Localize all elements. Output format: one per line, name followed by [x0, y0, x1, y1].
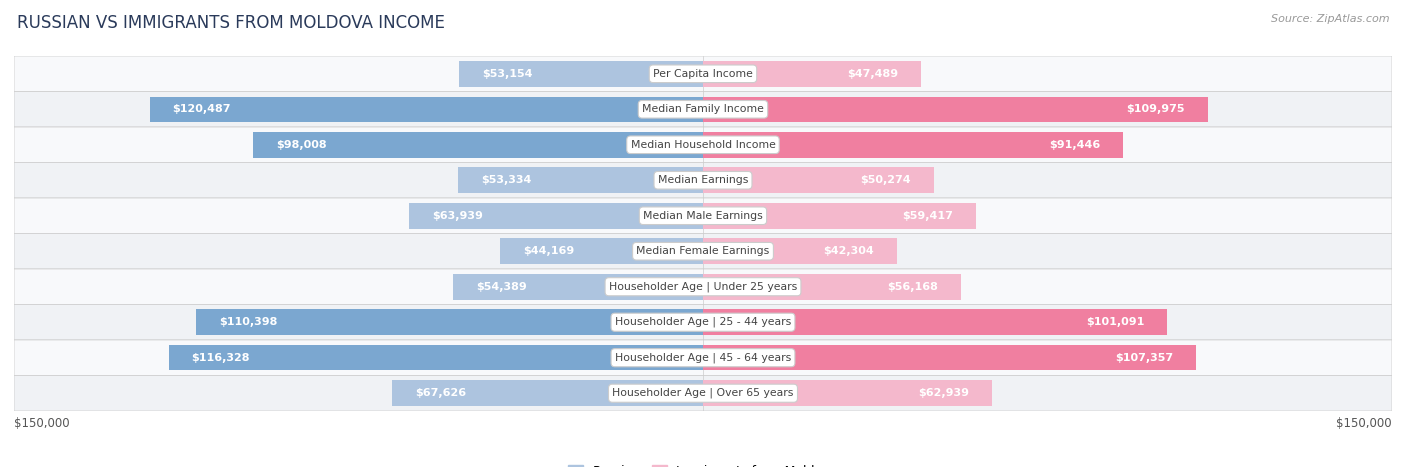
Text: Householder Age | Over 65 years: Householder Age | Over 65 years	[612, 388, 794, 398]
Text: $44,169: $44,169	[523, 246, 574, 256]
Bar	[703, 97, 1208, 122]
Bar	[253, 132, 703, 157]
Text: $150,000: $150,000	[1336, 417, 1392, 430]
Bar	[703, 239, 897, 264]
Text: $116,328: $116,328	[191, 353, 250, 363]
Text: $150,000: $150,000	[14, 417, 70, 430]
Bar	[392, 381, 703, 406]
FancyBboxPatch shape	[14, 340, 1392, 375]
Text: $109,975: $109,975	[1126, 104, 1185, 114]
Bar	[453, 274, 703, 299]
Text: $54,389: $54,389	[477, 282, 527, 292]
FancyBboxPatch shape	[14, 198, 1392, 234]
FancyBboxPatch shape	[14, 127, 1392, 163]
Bar	[703, 345, 1197, 370]
Text: $42,304: $42,304	[824, 246, 875, 256]
Text: Householder Age | 25 - 44 years: Householder Age | 25 - 44 years	[614, 317, 792, 327]
Text: $59,417: $59,417	[903, 211, 953, 221]
Text: $53,334: $53,334	[481, 175, 531, 185]
FancyBboxPatch shape	[14, 375, 1392, 411]
Text: Householder Age | Under 25 years: Householder Age | Under 25 years	[609, 282, 797, 292]
Text: $67,626: $67,626	[415, 388, 467, 398]
Text: Householder Age | 45 - 64 years: Householder Age | 45 - 64 years	[614, 353, 792, 363]
FancyBboxPatch shape	[14, 304, 1392, 340]
Bar	[703, 381, 993, 406]
FancyBboxPatch shape	[14, 163, 1392, 198]
Legend: Russian, Immigrants from Moldova: Russian, Immigrants from Moldova	[564, 460, 842, 467]
Bar	[501, 239, 703, 264]
Text: Median Family Income: Median Family Income	[643, 104, 763, 114]
FancyBboxPatch shape	[14, 269, 1392, 304]
Bar	[703, 274, 960, 299]
Bar	[703, 132, 1123, 157]
Text: $98,008: $98,008	[276, 140, 326, 150]
Text: $56,168: $56,168	[887, 282, 938, 292]
FancyBboxPatch shape	[14, 56, 1392, 92]
Text: $50,274: $50,274	[860, 175, 911, 185]
Bar	[149, 97, 703, 122]
Text: Median Male Earnings: Median Male Earnings	[643, 211, 763, 221]
Bar	[458, 61, 703, 86]
Text: Median Female Earnings: Median Female Earnings	[637, 246, 769, 256]
Bar	[195, 310, 703, 335]
Text: $53,154: $53,154	[482, 69, 533, 79]
Text: RUSSIAN VS IMMIGRANTS FROM MOLDOVA INCOME: RUSSIAN VS IMMIGRANTS FROM MOLDOVA INCOM…	[17, 14, 444, 32]
Bar	[458, 168, 703, 193]
Text: $63,939: $63,939	[432, 211, 484, 221]
Text: $91,446: $91,446	[1049, 140, 1099, 150]
Bar	[703, 61, 921, 86]
Text: Per Capita Income: Per Capita Income	[652, 69, 754, 79]
FancyBboxPatch shape	[14, 92, 1392, 127]
Bar	[703, 203, 976, 228]
Text: $107,357: $107,357	[1115, 353, 1173, 363]
Text: $62,939: $62,939	[918, 388, 969, 398]
Text: $101,091: $101,091	[1085, 317, 1144, 327]
Bar	[409, 203, 703, 228]
Bar	[703, 310, 1167, 335]
Text: $110,398: $110,398	[219, 317, 277, 327]
Text: Source: ZipAtlas.com: Source: ZipAtlas.com	[1271, 14, 1389, 24]
Text: Median Earnings: Median Earnings	[658, 175, 748, 185]
Bar	[169, 345, 703, 370]
Text: $47,489: $47,489	[846, 69, 898, 79]
Text: Median Household Income: Median Household Income	[630, 140, 776, 150]
Bar	[703, 168, 934, 193]
FancyBboxPatch shape	[14, 234, 1392, 269]
Text: $120,487: $120,487	[173, 104, 231, 114]
